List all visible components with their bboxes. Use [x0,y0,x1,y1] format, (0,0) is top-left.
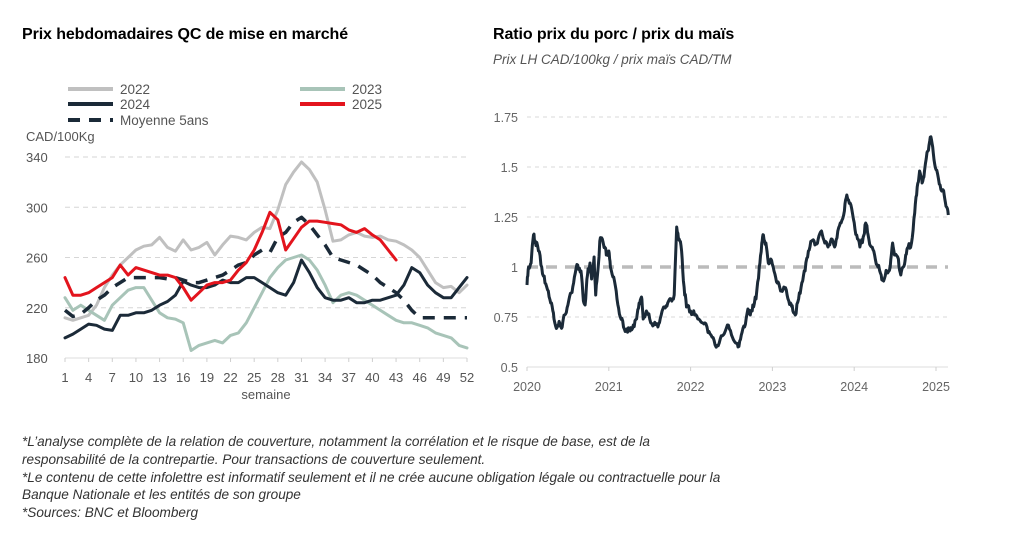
legend-item: 2024 [68,97,151,112]
footnotes: *L’analyse complète de la relation de co… [22,433,842,522]
series-line-2022 [63,160,469,322]
footnote-line: *Le contenu de cette infolettre est info… [22,469,721,485]
x-tick-label: 2024 [840,380,868,394]
y-axis-unit-label: CAD/100Kg [26,129,95,144]
left-chart-series [63,160,469,352]
x-tick-label: 46 [412,370,426,385]
y-tick-label: 340 [26,150,48,165]
y-tick-label: 1 [511,261,518,275]
x-tick-label: 4 [85,370,92,385]
y-tick-label: 180 [26,351,48,366]
left-chart-gridlines [65,156,467,359]
x-tick-label: 22 [223,370,237,385]
x-tick-label: 34 [318,370,332,385]
x-tick-label: 2025 [922,380,950,394]
x-tick-label: 2021 [595,380,623,394]
x-tick-label: 28 [271,370,285,385]
x-tick-label: 2020 [513,380,541,394]
x-tick-label: 2022 [677,380,705,394]
legend-label: 2023 [352,82,382,97]
right-chart-x-ticks: 2020 2021 2022 2023 2024 2025 [513,367,950,394]
legend-item: 2022 [68,82,150,97]
x-tick-label: 1 [61,370,68,385]
footnote-line: responsabilité de la contrepartie. Pour … [22,451,486,467]
left-chart-title: Prix hebdomadaires QC de mise en marché [22,26,349,43]
right-chart-gridlines [527,116,948,368]
y-tick-label: 260 [26,251,48,266]
y-tick-label: 0.75 [494,311,518,325]
legend-label: 2022 [120,82,150,97]
left-chart-legend: 2022 2023 2024 2025 Moyenne 5ans [68,82,382,128]
x-tick-label: 43 [389,370,403,385]
right-chart-subtitle: Prix LH CAD/100kg / prix maïs CAD/TM [493,52,732,67]
left-chart-y-ticks: 340 300 260 220 180 [26,150,48,366]
left-chart-x-ticks: 1 4 7 10 13 16 19 22 25 28 31 34 37 40 43 46 49 52 [61,358,474,385]
x-tick-label: 2023 [758,380,786,394]
x-tick-label: 49 [436,370,450,385]
y-tick-label: 220 [26,301,48,316]
x-tick-label: 13 [152,370,166,385]
series-line-moyenne-5ans [63,215,467,320]
x-tick-label: 10 [129,370,143,385]
x-tick-label: 19 [200,370,214,385]
legend-item: Moyenne 5ans [68,113,209,128]
legend-label: 2025 [352,97,382,112]
x-tick-label: 37 [342,370,356,385]
y-tick-label: 0.5 [501,361,518,375]
y-tick-label: 300 [26,200,48,215]
x-tick-label: 7 [109,370,116,385]
series-line-2024 [63,258,469,340]
series-line-2025 [63,210,398,302]
x-axis-label: semaine [241,387,290,402]
x-tick-label: 25 [247,370,261,385]
legend-item: 2025 [300,97,382,112]
right-chart-series [525,135,950,349]
legend-label: Moyenne 5ans [120,113,209,128]
right-chart-y-ticks: 1.75 1.5 1.25 1 0.75 0.5 [494,111,518,375]
x-tick-label: 31 [294,370,308,385]
x-tick-label: 16 [176,370,190,385]
right-chart-title: Ratio prix du porc / prix du maïs [493,26,735,43]
footnote-line: Banque Nationale et les entités de son g… [22,487,301,503]
legend-item: 2023 [300,82,382,97]
y-tick-label: 1.25 [494,211,518,225]
weekly-price-chart: 340 300 260 220 180 1 4 7 10 13 16 19 22 25 28 31 34 37 4… [26,82,474,402]
y-tick-label: 1.75 [494,111,518,125]
legend-label: 2024 [120,97,151,112]
y-tick-label: 1.5 [501,161,518,175]
footnote-line: *Sources: BNC et Bloomberg [22,505,199,521]
x-tick-label: 52 [460,370,474,385]
series-line-ratio [525,135,950,349]
footnote-line: *L’analyse complète de la relation de co… [22,434,650,449]
x-tick-label: 40 [365,370,379,385]
